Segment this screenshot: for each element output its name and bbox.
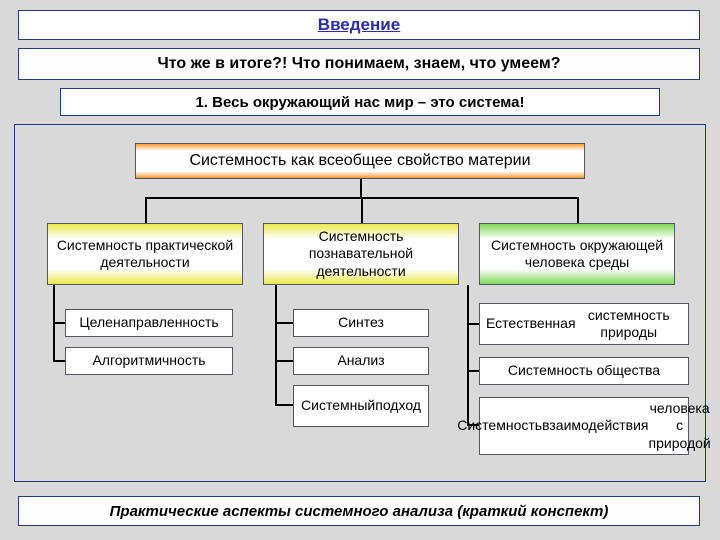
branch-1-child-2-text: Алгоритмичность: [92, 352, 205, 370]
branch-2-text: Системность познавательной деятельности: [270, 228, 452, 281]
conn-to-b3: [577, 197, 579, 223]
footer-text: Практические аспекты системного анализа …: [110, 503, 609, 520]
page-title: Введение: [318, 15, 400, 35]
conn-b1-c1: [53, 322, 65, 324]
branch-2-child-2-text: Анализ: [337, 352, 384, 370]
branch-1-child-2: Алгоритмичность: [65, 347, 233, 375]
branch-2-child-3: Системный подход: [293, 385, 429, 427]
branch-1-child-1-text: Целенаправленность: [79, 314, 218, 332]
conn-b2-c1: [275, 322, 293, 324]
footer-box: Практические аспекты системного анализа …: [18, 496, 700, 526]
conn-b2-c2: [275, 360, 293, 362]
diagram-panel: Системность как всеобщее свойство матери…: [14, 124, 706, 482]
branch-2-child-1: Синтез: [293, 309, 429, 337]
conn-root-drop: [360, 179, 362, 197]
subtitle-text: Что же в итоге?! Что понимаем, знаем, чт…: [158, 55, 561, 73]
branch-2-child-1-text: Синтез: [338, 314, 384, 332]
branch-3-child-2: Системность общества: [479, 357, 689, 385]
point1-box: 1. Весь окружающий нас мир – это система…: [60, 88, 660, 116]
title-box: Введение: [18, 10, 700, 40]
branch-3-child-3-line1: взаимодействия: [542, 417, 648, 435]
branch-2-child-2: Анализ: [293, 347, 429, 375]
branch-3-child-3: Системность взаимодействия человека с пр…: [479, 397, 689, 455]
conn-b3-stem: [467, 285, 469, 425]
branch-1: Системность практической деятельности: [47, 223, 243, 285]
conn-b3-c1: [467, 323, 479, 325]
conn-b2-c3: [275, 404, 293, 406]
branch-3: Системность окружающей человека среды: [479, 223, 675, 285]
conn-b1-c2: [53, 360, 65, 362]
subtitle-box: Что же в итоге?! Что понимаем, знаем, чт…: [18, 48, 700, 80]
branch-1-child-1: Целенаправленность: [65, 309, 233, 337]
branch-3-child-1: Естественная системность природы: [479, 303, 689, 345]
branch-3-child-3-line0: Системность: [457, 417, 542, 435]
branch-3-child-2-text: Системность общества: [508, 362, 660, 380]
branch-2-child-3-line1: подход: [375, 397, 421, 415]
branch-3-child-1-line0: Естественная: [486, 315, 576, 333]
branch-3-text: Системность окружающей человека среды: [486, 237, 668, 272]
branch-3-child-3-line2: человека с природой: [649, 400, 711, 453]
branch-2: Системность познавательной деятельности: [263, 223, 459, 285]
conn-to-b1: [145, 197, 147, 223]
branch-2-child-3-line0: Системный: [301, 397, 375, 415]
point1-text: 1. Весь окружающий нас мир – это система…: [195, 94, 524, 111]
root-node: Системность как всеобщее свойство матери…: [135, 143, 585, 179]
root-text: Системность как всеобщее свойство матери…: [189, 151, 530, 171]
branch-1-text: Системность практической деятельности: [54, 237, 236, 272]
branch-3-child-1-line1: системность природы: [576, 307, 682, 342]
conn-b3-c2: [467, 370, 479, 372]
conn-b2-stem: [275, 285, 277, 405]
conn-to-b2: [361, 197, 363, 223]
